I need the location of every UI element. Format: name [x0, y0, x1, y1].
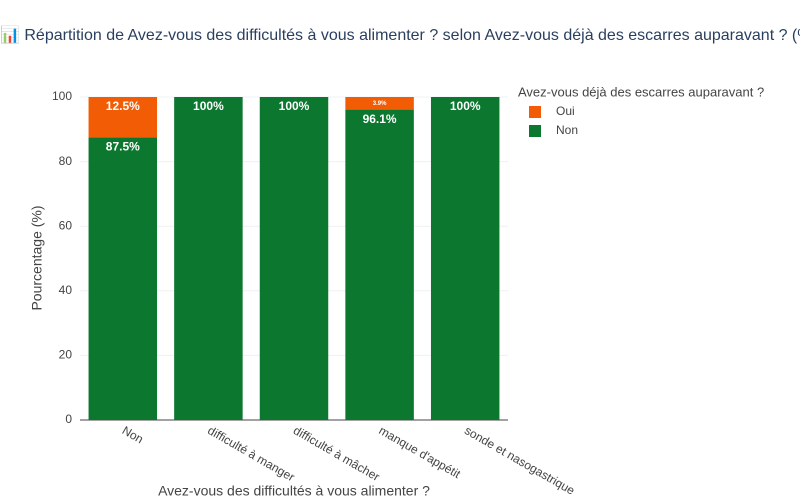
bar-segment: [430, 97, 500, 420]
value-label: 100%: [450, 99, 481, 113]
y-tick-label: 80: [59, 154, 73, 168]
y-axis-title: Pourcentage (%): [29, 205, 45, 310]
y-tick-label: 40: [59, 283, 73, 297]
x-tick-label: manque d'appétit: [377, 423, 464, 481]
legend-label: Non: [556, 123, 578, 137]
bar-segment: [88, 97, 158, 138]
bar-segment: [88, 137, 158, 420]
y-tick-label: 100: [52, 89, 72, 103]
legend-title: Avez-vous déjà des escarres auparavant ?: [518, 84, 764, 99]
bar-segment: [259, 97, 329, 420]
chart-title: 📊 Répartition de Avez-vous des difficult…: [0, 25, 800, 44]
legend-label: Oui: [556, 104, 575, 118]
value-label: 96.1%: [363, 112, 397, 126]
value-label: 87.5%: [106, 140, 140, 154]
x-axis-title: Avez-vous des difficultés à vous aliment…: [158, 483, 430, 499]
y-tick-label: 0: [65, 412, 72, 426]
x-tick-label: Non: [120, 423, 146, 446]
value-label: 12.5%: [106, 99, 140, 113]
legend-swatch[interactable]: [529, 125, 541, 137]
bar-segment: [345, 109, 414, 421]
x-tick-label: difficulté à mâcher: [291, 423, 382, 484]
bar-segment: [345, 97, 414, 110]
x-tick-label: sonde et nasogastrique: [462, 423, 577, 498]
y-tick-label: 20: [59, 348, 73, 362]
bar-segment: [174, 97, 243, 420]
value-label: 100%: [193, 99, 224, 113]
y-tick-label: 60: [59, 218, 73, 232]
x-tick-label: difficulté à manger: [205, 423, 297, 484]
legend-swatch[interactable]: [529, 106, 541, 118]
value-label: 100%: [279, 99, 310, 113]
value-label: 3.9%: [373, 101, 387, 107]
